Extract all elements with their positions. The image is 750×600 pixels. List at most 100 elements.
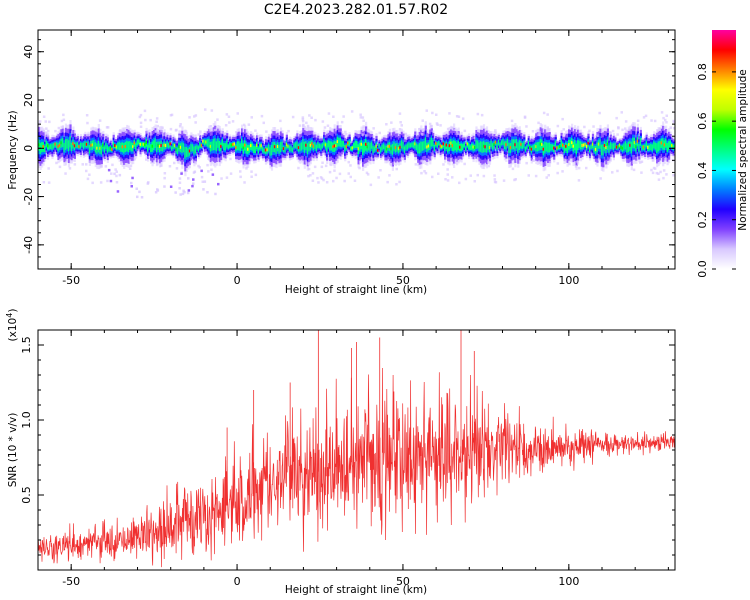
spectrogram-cell	[216, 118, 219, 121]
x-tick-label: 50	[396, 274, 410, 287]
spectrogram-cell	[330, 141, 333, 151]
spectrogram-cell	[382, 143, 386, 149]
spectrogram-cell	[164, 133, 168, 136]
spectrogram-cell	[247, 123, 251, 126]
spectrogram-cell	[299, 143, 302, 152]
spectrogram-cell	[602, 144, 605, 156]
spectrogram-cell	[207, 157, 210, 160]
spectrogram-cell	[430, 137, 433, 147]
spectrogram-cell	[115, 145, 118, 149]
spectrogram-cell	[361, 116, 365, 119]
spectrogram-cell	[161, 126, 164, 129]
spectrogram-cell	[456, 132, 459, 135]
spectrogram-cell	[109, 146, 112, 150]
spectrogram-cell	[174, 191, 177, 194]
spectrogram-cell	[547, 142, 550, 153]
spectrogram-cell	[409, 143, 412, 148]
spectrogram-cell	[436, 123, 439, 126]
snr-multiplier-exp: 4	[5, 313, 14, 318]
spectrogram-cell	[186, 191, 190, 195]
spectrogram-cell	[257, 147, 260, 154]
spectrogram-cell	[395, 167, 398, 171]
spectrogram-cell	[61, 126, 64, 129]
spectrogram-cell	[127, 141, 130, 153]
spectrogram-cell	[301, 119, 305, 123]
spectrogram-cell	[300, 142, 303, 151]
spectrogram-cell	[328, 170, 332, 174]
spectrogram-cell	[85, 163, 88, 166]
spectrogram-cell	[479, 141, 483, 152]
spectrogram-cell	[160, 129, 163, 133]
spectrogram-cell	[577, 179, 581, 182]
spectrogram-cell	[87, 141, 90, 148]
spectrogram-cell	[327, 112, 331, 115]
spectrogram-cell	[342, 141, 345, 147]
spectrogram-cell	[297, 166, 300, 170]
spectrogram-cell	[423, 141, 426, 151]
spectrogram-cell	[42, 115, 46, 118]
spectrogram-xlabel: Height of straight line (km)	[285, 284, 427, 296]
spectrogram-cell	[559, 145, 562, 149]
spectrogram-cell	[146, 182, 150, 185]
spectrogram-cell	[133, 141, 136, 145]
spectrogram-cell	[132, 145, 135, 149]
spectrogram-cell	[114, 168, 117, 171]
spectrogram-cell	[345, 145, 348, 149]
spectrogram-cell	[131, 176, 134, 180]
spectrogram-cell	[135, 143, 138, 150]
spectrogram-cell	[198, 166, 201, 169]
spectrogram-cell	[48, 120, 51, 124]
spectrogram-cell	[647, 145, 650, 149]
spectrogram-cell	[124, 130, 128, 133]
spectrogram-cell	[588, 129, 591, 133]
spectrogram-cell	[623, 143, 626, 151]
spectrogram-cell	[527, 141, 530, 146]
spectrogram-cell	[332, 145, 335, 149]
spectrogram-cell	[672, 119, 675, 123]
spectrogram-cell	[225, 176, 229, 179]
spectrogram-cell	[47, 129, 50, 133]
spectrogram-cell	[556, 124, 560, 128]
spectrogram-cell	[157, 131, 160, 134]
spectrogram-cell	[182, 189, 185, 193]
spectrogram-cell	[585, 166, 588, 170]
spectrogram-cell	[239, 143, 242, 152]
spectrogram-cell	[660, 111, 664, 114]
spectrogram-cell	[656, 143, 659, 153]
snr-panel: -50 0 50 100 0.5 1.0 1.5 Height of straight li…	[5, 309, 676, 596]
spectrogram-cell	[629, 143, 632, 147]
spectrogram-cell	[218, 128, 222, 131]
spectrogram-cell	[400, 124, 403, 127]
colorbar-tick-label: 0.8	[696, 63, 709, 81]
spectrogram-cell	[199, 142, 202, 149]
spectrogram-cell	[537, 121, 540, 125]
spectrogram-cell	[175, 167, 179, 170]
spectrogram-cell	[181, 142, 184, 154]
spectrogram-cell	[379, 147, 383, 153]
spectrogram-cell	[381, 144, 384, 151]
spectrogram-cell	[364, 134, 368, 137]
spectrogram-cell	[669, 126, 672, 129]
spectrogram-cell	[42, 181, 46, 184]
spectrogram-cell	[42, 145, 45, 148]
spectrogram-cell	[115, 174, 118, 178]
spectrogram-cell	[110, 172, 113, 175]
spectrogram-cell	[202, 139, 205, 143]
spectrogram-cell	[336, 140, 339, 144]
spectrogram-cell	[376, 148, 380, 152]
spectrogram-cell	[263, 148, 266, 154]
spectrogram-cell	[109, 179, 113, 183]
spectrogram-cell	[431, 175, 434, 179]
spectrogram-cell	[341, 140, 344, 148]
spectrogram-cell	[523, 141, 526, 148]
spectrogram-cell	[329, 163, 332, 167]
spectrogram-cell	[143, 109, 147, 113]
spectrogram-cell	[442, 142, 445, 146]
spectrogram-cell	[260, 144, 263, 148]
spectrogram-cell	[405, 144, 408, 150]
spectrogram-cell	[404, 132, 408, 136]
spectrogram-cell	[320, 144, 323, 150]
spectrogram-cell	[473, 180, 476, 183]
spectrogram-cell	[362, 119, 365, 122]
spectrogram-frame	[37, 29, 676, 270]
